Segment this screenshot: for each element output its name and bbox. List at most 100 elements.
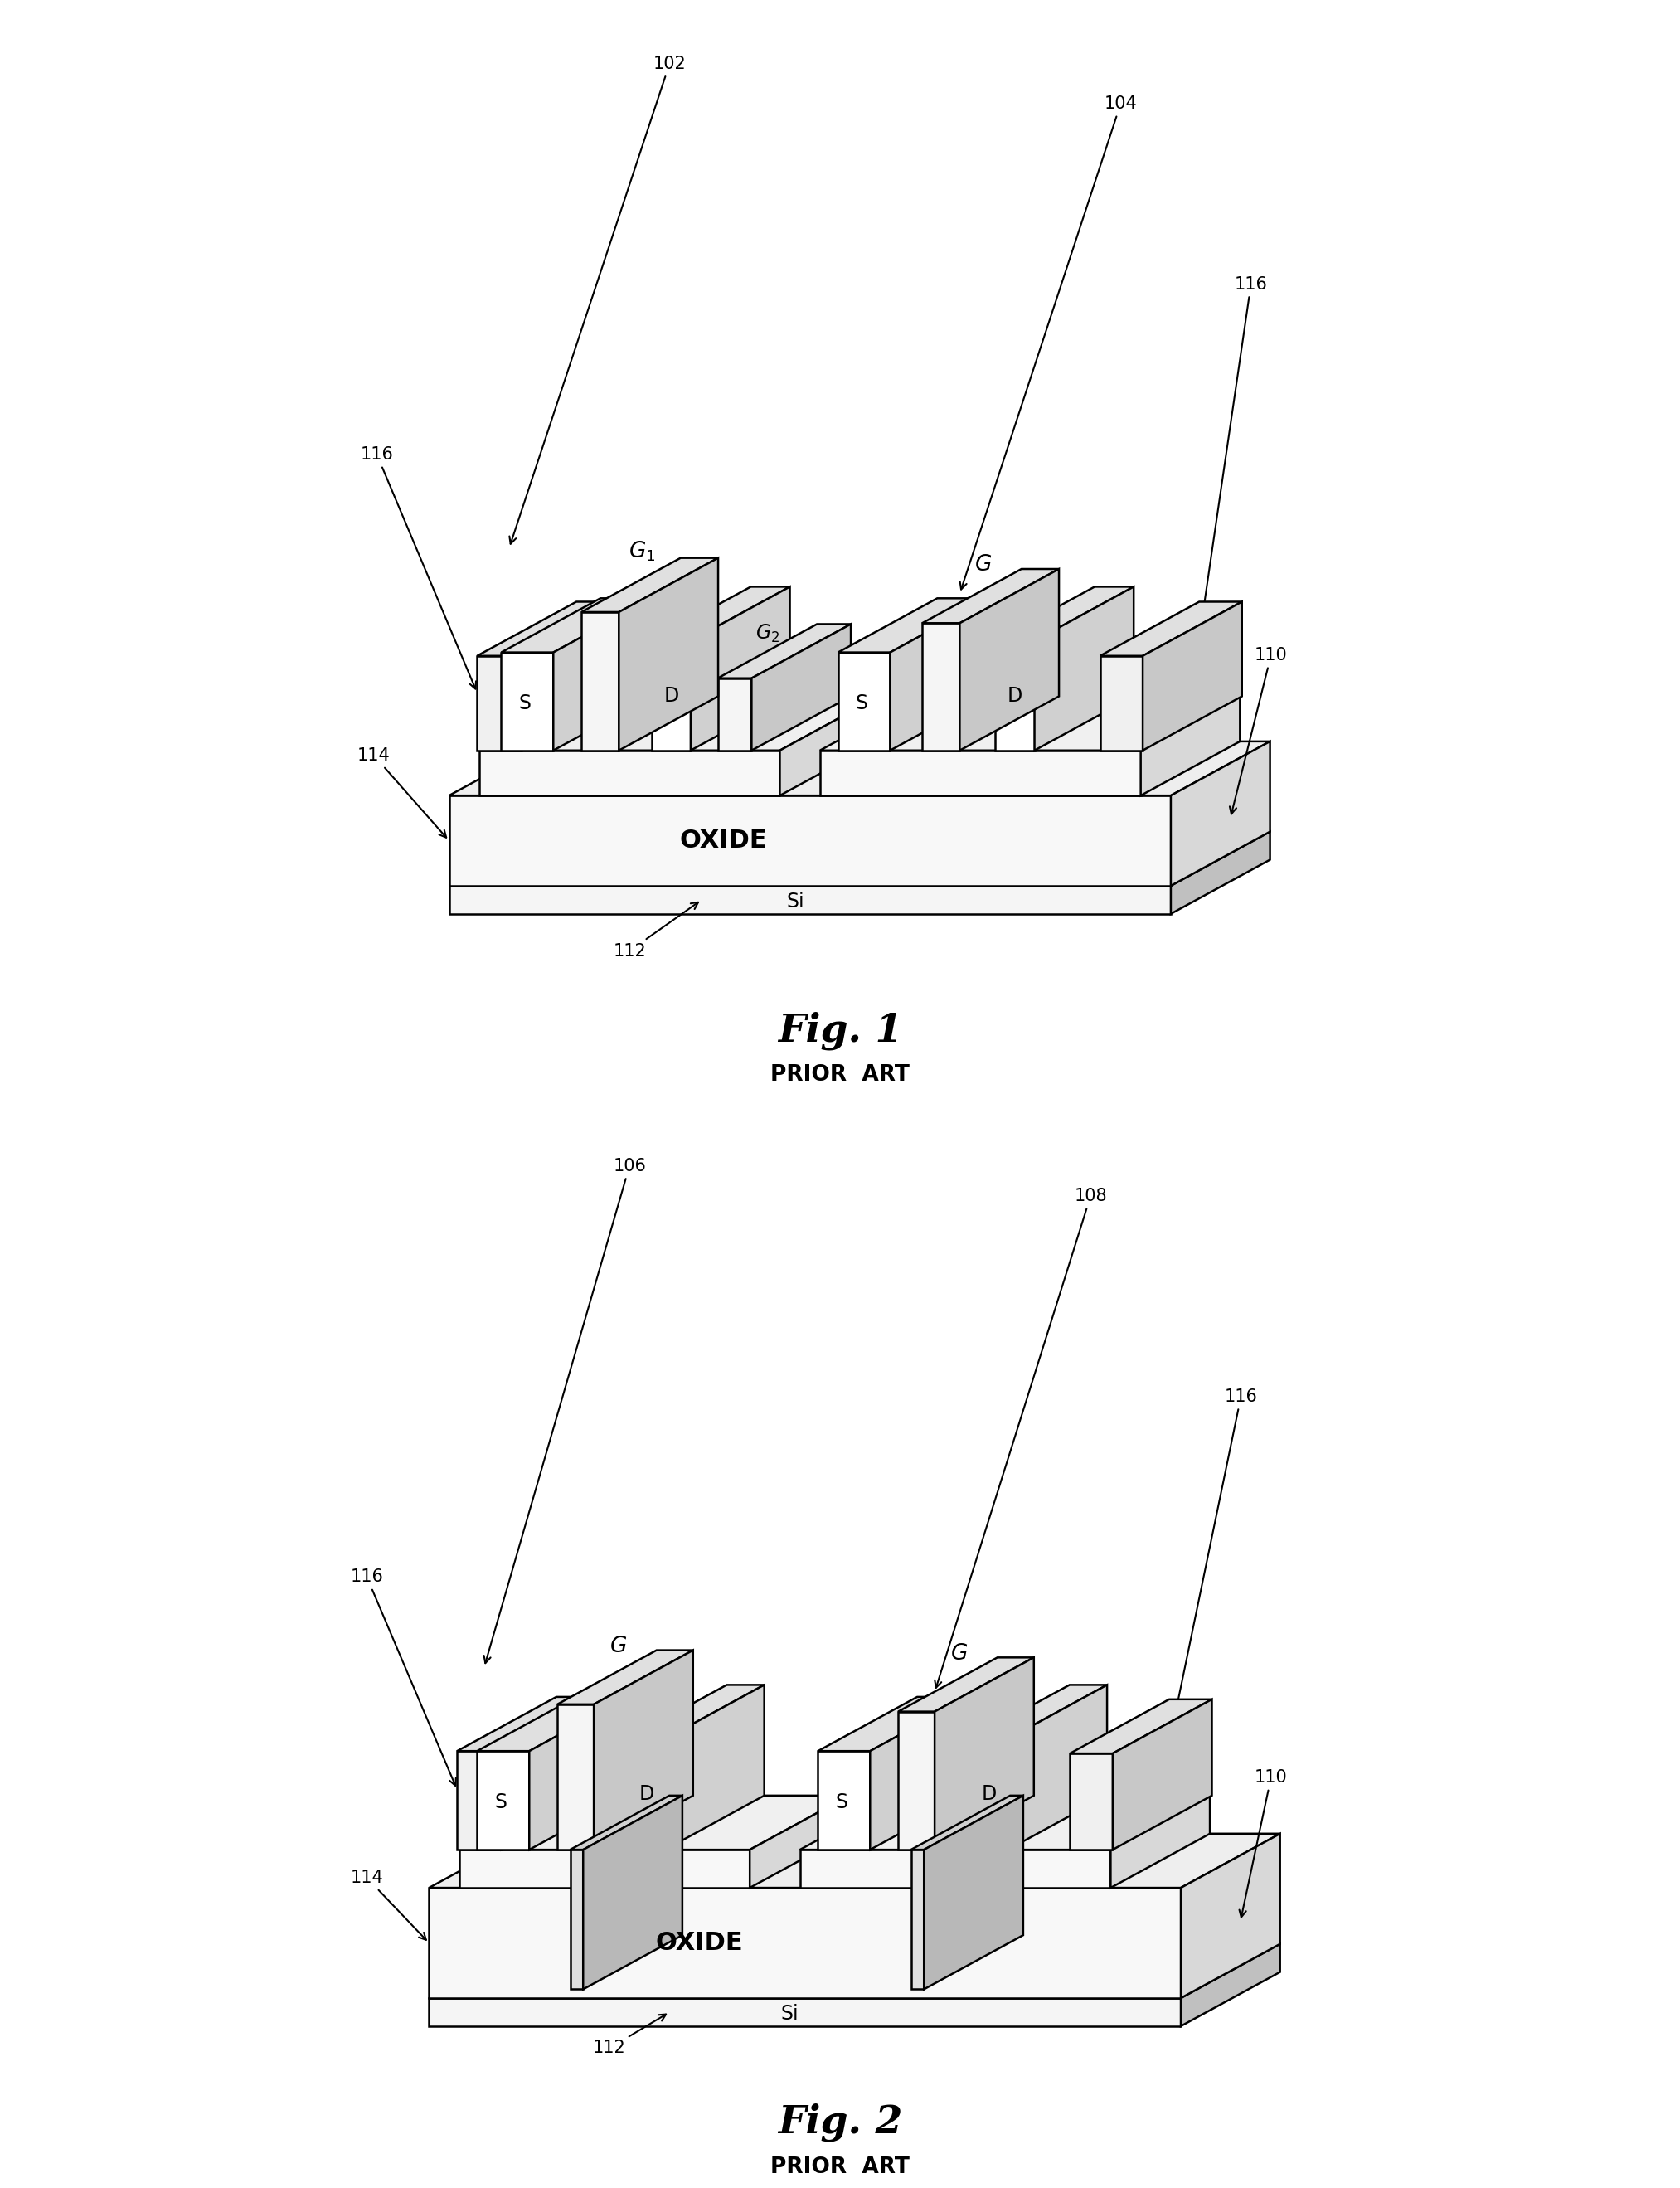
Polygon shape [479,696,879,750]
Polygon shape [1100,602,1242,656]
Polygon shape [593,1650,694,1849]
Polygon shape [922,624,959,750]
Polygon shape [751,624,850,750]
Polygon shape [911,1849,924,1989]
Polygon shape [1171,742,1270,886]
Polygon shape [971,1739,1008,1849]
Polygon shape [628,1685,764,1739]
Text: 102: 102 [509,55,685,545]
Text: 112: 112 [593,2015,665,2057]
Text: Fig. 1: Fig. 1 [778,1011,902,1050]
Text: PRIOR  ART: PRIOR ART [771,2157,909,2177]
Polygon shape [1181,1943,1280,2026]
Polygon shape [690,586,790,750]
Polygon shape [890,597,990,750]
Polygon shape [1070,1700,1211,1753]
Text: 116: 116 [1198,276,1267,628]
Text: 114: 114 [358,746,447,838]
Polygon shape [457,1698,601,1750]
Text: $G_2$: $G_2$ [756,624,780,645]
Polygon shape [1142,602,1242,750]
Polygon shape [870,1698,969,1849]
Polygon shape [800,1796,1210,1849]
Polygon shape [618,558,717,750]
Polygon shape [780,696,879,796]
Polygon shape [717,624,850,678]
Text: S: S [519,694,531,713]
Polygon shape [459,1849,749,1888]
Polygon shape [818,1750,870,1849]
Polygon shape [1008,1685,1107,1849]
Polygon shape [449,796,1171,886]
Polygon shape [652,586,790,641]
Polygon shape [971,1685,1107,1739]
Text: 112: 112 [613,901,699,958]
Polygon shape [628,1739,665,1849]
Text: Si: Si [781,2004,800,2024]
Polygon shape [899,1711,934,1849]
Polygon shape [1141,696,1240,796]
Text: PRIOR  ART: PRIOR ART [771,1063,909,1085]
Text: 116: 116 [360,446,475,689]
Polygon shape [820,696,1240,750]
Polygon shape [553,597,652,750]
Polygon shape [1181,1834,1280,1998]
Polygon shape [1035,586,1134,750]
Text: S: S [855,694,867,713]
Polygon shape [581,558,717,613]
Polygon shape [959,569,1058,750]
Text: D: D [1008,685,1023,705]
Polygon shape [477,1698,628,1750]
Polygon shape [838,597,990,652]
Polygon shape [501,1698,601,1849]
Text: $G_1$: $G_1$ [628,538,655,562]
Polygon shape [838,652,890,750]
Polygon shape [1171,831,1270,915]
Text: D: D [664,685,679,705]
Polygon shape [477,1750,529,1849]
Polygon shape [479,750,780,796]
Polygon shape [1100,656,1142,750]
Polygon shape [529,1698,628,1849]
Text: D: D [981,1785,996,1805]
Polygon shape [449,886,1171,915]
Text: Fig. 2: Fig. 2 [778,2103,902,2142]
Polygon shape [501,597,652,652]
Polygon shape [428,1943,1280,1998]
Text: 110: 110 [1240,1770,1287,1917]
Polygon shape [558,1704,593,1849]
Polygon shape [570,1796,682,1849]
Text: 104: 104 [959,96,1137,589]
Text: OXIDE: OXIDE [679,829,768,853]
Text: 116: 116 [351,1569,455,1785]
Polygon shape [570,1849,583,1989]
Polygon shape [428,1998,1181,2026]
Polygon shape [652,641,690,750]
Text: $G$: $G$ [974,554,991,575]
Text: $G$: $G$ [610,1637,627,1656]
Polygon shape [501,652,553,750]
Polygon shape [934,1659,1033,1849]
Polygon shape [457,1750,501,1849]
Text: 114: 114 [351,1869,427,1941]
Polygon shape [428,1888,1181,1998]
Text: $G$: $G$ [949,1643,968,1665]
Polygon shape [995,641,1035,750]
Polygon shape [583,1796,682,1989]
Polygon shape [800,1849,1110,1888]
Text: D: D [638,1785,654,1805]
Polygon shape [995,586,1134,641]
Polygon shape [558,1650,694,1704]
Polygon shape [449,742,1270,796]
Text: 116: 116 [1169,1387,1258,1735]
Polygon shape [1110,1796,1210,1888]
Text: S: S [835,1792,848,1812]
Polygon shape [820,750,1141,796]
Polygon shape [428,1834,1280,1888]
Polygon shape [899,1659,1033,1711]
Text: 110: 110 [1230,648,1287,814]
Polygon shape [922,569,1058,624]
Polygon shape [459,1796,848,1849]
Text: S: S [494,1792,507,1812]
Polygon shape [818,1698,969,1750]
